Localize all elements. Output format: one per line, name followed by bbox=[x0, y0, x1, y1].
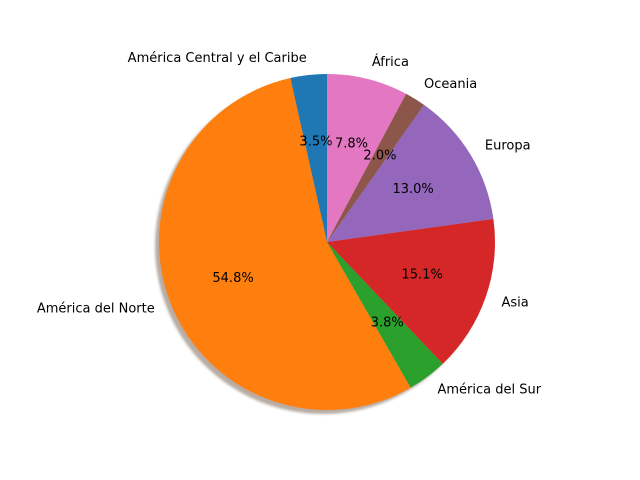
pie-slice-america-del-sur bbox=[327, 242, 443, 388]
pct-label-america-del-sur: 3.8% bbox=[371, 315, 404, 330]
slice-label-america-del-sur: América del Sur bbox=[437, 383, 541, 398]
pct-label-america-central-y-el-caribe: 3.5% bbox=[299, 134, 332, 149]
pie-slice-asia bbox=[327, 218, 495, 364]
pie-slice-europa bbox=[327, 104, 494, 242]
slice-label-oceania: Oceania bbox=[424, 77, 477, 92]
pct-label-africa: 7.8% bbox=[335, 137, 368, 152]
slice-label-america-del-norte: América del Norte bbox=[37, 301, 155, 316]
pct-label-america-del-norte: 54.8% bbox=[212, 271, 253, 286]
pie-labels: América Central y el Caribe 3.5% América d… bbox=[37, 51, 542, 398]
slice-label-europa: Europa bbox=[485, 138, 531, 153]
pie-slice-africa bbox=[327, 74, 407, 242]
pie-slice-america-central-y-el-caribe bbox=[290, 74, 327, 242]
pie-slice-america-del-norte bbox=[158, 78, 411, 411]
pie-slice-oceania bbox=[327, 93, 425, 242]
slice-label-africa: África bbox=[372, 54, 409, 70]
slice-label-america-central-y-el-caribe: América Central y el Caribe bbox=[128, 51, 307, 66]
pct-label-asia: 15.1% bbox=[402, 268, 443, 283]
pct-label-oceania: 2.0% bbox=[363, 149, 396, 164]
pie-slices bbox=[158, 74, 495, 411]
pct-label-europa: 13.0% bbox=[392, 182, 433, 197]
slice-label-asia: Asia bbox=[501, 295, 528, 310]
